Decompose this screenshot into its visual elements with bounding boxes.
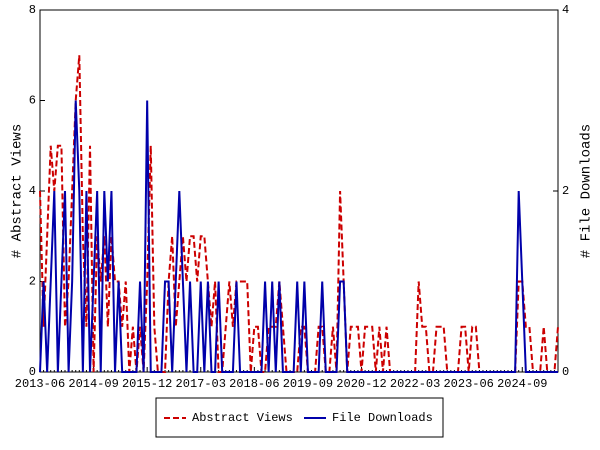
x-tick-label: 2024-09 <box>497 377 547 391</box>
x-tick-label: 2020-12 <box>336 377 386 391</box>
y-tick-label: 6 <box>29 94 36 108</box>
legend-label: Abstract Views <box>192 411 293 425</box>
y2-tick-label: 0 <box>562 365 569 379</box>
x-tick-label: 2019-09 <box>283 377 333 391</box>
legend-box <box>155 397 444 438</box>
legend-label: File Downloads <box>332 411 433 425</box>
y-tick-label: 0 <box>29 365 36 379</box>
y-tick-label: 2 <box>29 275 36 289</box>
x-tick-label: 2017-03 <box>176 377 226 391</box>
y2-axis-label: # File Downloads <box>579 124 595 258</box>
y2-tick-label: 2 <box>562 184 569 198</box>
x-tick-label: 2018-06 <box>229 377 279 391</box>
y-axis-label: # Abstract Views <box>10 124 26 258</box>
x-tick-label: 2014-09 <box>68 377 118 391</box>
x-tick-label: 2022-03 <box>390 377 440 391</box>
y-tick-label: 8 <box>29 3 36 17</box>
x-tick-label: 2023-06 <box>443 377 493 391</box>
x-tick-label: 2015-12 <box>122 377 172 391</box>
y2-tick-label: 4 <box>562 3 569 17</box>
x-tick-label: 2013-06 <box>15 377 65 391</box>
data-line <box>39 100 558 373</box>
y-tick-label: 4 <box>29 184 36 198</box>
